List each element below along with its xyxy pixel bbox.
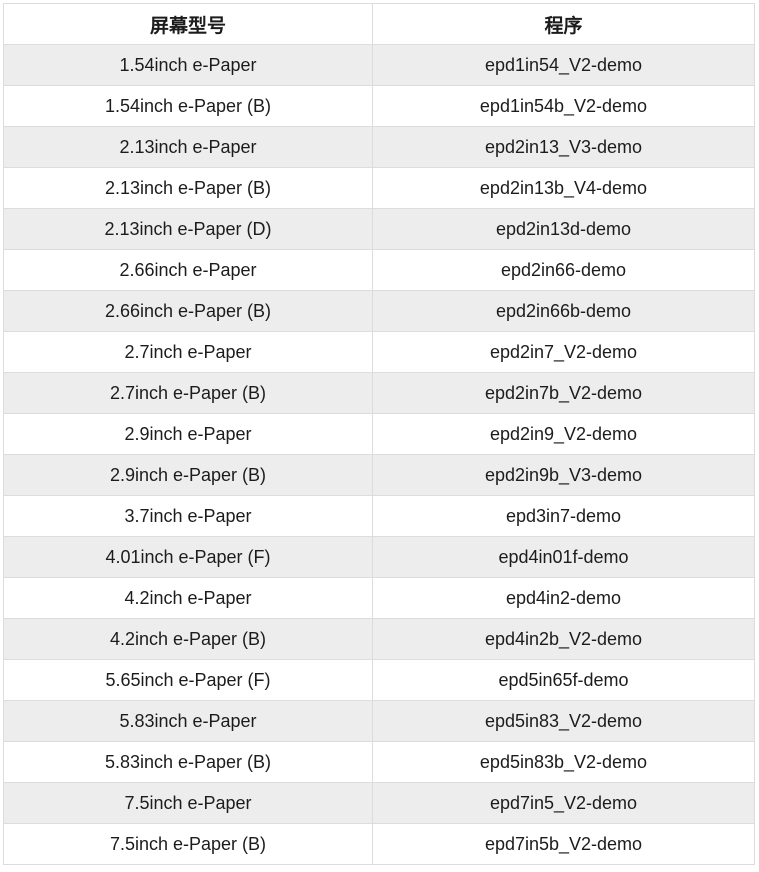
table-row: 2.9inch e-Paper (B) epd2in9b_V3-demo [3,454,755,496]
screen-model-cell: 2.13inch e-Paper (D) [3,208,373,250]
screen-model-cell: 7.5inch e-Paper (B) [3,823,373,865]
program-cell: epd2in7b_V2-demo [372,372,755,414]
program-cell: epd2in13_V3-demo [372,126,755,168]
table-row: 5.83inch e-Paper (B) epd5in83b_V2-demo [3,741,755,783]
column-header-screen-model: 屏幕型号 [3,3,373,45]
table-row: 2.13inch e-Paper (B) epd2in13b_V4-demo [3,167,755,209]
program-cell: epd7in5b_V2-demo [372,823,755,865]
table-row: 4.2inch e-Paper epd4in2-demo [3,577,755,619]
table-row: 2.7inch e-Paper epd2in7_V2-demo [3,331,755,373]
screen-model-cell: 2.9inch e-Paper (B) [3,454,373,496]
table-body: 1.54inch e-Paper epd1in54_V2-demo 1.54inch… [3,44,755,865]
program-cell: epd5in83b_V2-demo [372,741,755,783]
screen-model-cell: 5.65inch e-Paper (F) [3,659,373,701]
program-cell: epd2in7_V2-demo [372,331,755,373]
screen-model-cell: 3.7inch e-Paper [3,495,373,537]
program-cell: epd1in54b_V2-demo [372,85,755,127]
program-cell: epd5in65f-demo [372,659,755,701]
screen-model-cell: 1.54inch e-Paper [3,44,373,86]
table-row: 2.13inch e-Paper epd2in13_V3-demo [3,126,755,168]
program-cell: epd2in9_V2-demo [372,413,755,455]
program-cell: epd3in7-demo [372,495,755,537]
epaper-program-table: 屏幕型号 程序 1.54inch e-Paper epd1in54_V2-demo… [3,3,755,865]
header-row: 屏幕型号 程序 [3,3,755,45]
program-cell: epd2in9b_V3-demo [372,454,755,496]
table-row: 2.9inch e-Paper epd2in9_V2-demo [3,413,755,455]
program-cell: epd5in83_V2-demo [372,700,755,742]
program-cell: epd4in2-demo [372,577,755,619]
table-row: 2.7inch e-Paper (B) epd2in7b_V2-demo [3,372,755,414]
table-row: 1.54inch e-Paper (B) epd1in54b_V2-demo [3,85,755,127]
column-header-program: 程序 [372,3,755,45]
screen-model-cell: 5.83inch e-Paper [3,700,373,742]
screen-model-cell: 4.2inch e-Paper [3,577,373,619]
table-row: 2.66inch e-Paper (B) epd2in66b-demo [3,290,755,332]
screen-model-cell: 7.5inch e-Paper [3,782,373,824]
screen-model-cell: 2.66inch e-Paper (B) [3,290,373,332]
table-row: 2.13inch e-Paper (D) epd2in13d-demo [3,208,755,250]
program-cell: epd7in5_V2-demo [372,782,755,824]
table-row: 7.5inch e-Paper (B) epd7in5b_V2-demo [3,823,755,865]
table-row: 7.5inch e-Paper epd7in5_V2-demo [3,782,755,824]
table-row: 4.01inch e-Paper (F) epd4in01f-demo [3,536,755,578]
program-cell: epd2in66b-demo [372,290,755,332]
screen-model-cell: 2.13inch e-Paper [3,126,373,168]
table-row: 3.7inch e-Paper epd3in7-demo [3,495,755,537]
program-cell: epd1in54_V2-demo [372,44,755,86]
screen-model-cell: 2.9inch e-Paper [3,413,373,455]
screen-model-cell: 2.13inch e-Paper (B) [3,167,373,209]
program-cell: epd2in13b_V4-demo [372,167,755,209]
table-row: 4.2inch e-Paper (B) epd4in2b_V2-demo [3,618,755,660]
table-row: 5.65inch e-Paper (F) epd5in65f-demo [3,659,755,701]
program-cell: epd2in66-demo [372,249,755,291]
screen-model-cell: 2.7inch e-Paper [3,331,373,373]
table-row: 2.66inch e-Paper epd2in66-demo [3,249,755,291]
screen-model-cell: 5.83inch e-Paper (B) [3,741,373,783]
table-row: 5.83inch e-Paper epd5in83_V2-demo [3,700,755,742]
screen-model-cell: 1.54inch e-Paper (B) [3,85,373,127]
screen-model-cell: 4.01inch e-Paper (F) [3,536,373,578]
screen-model-cell: 4.2inch e-Paper (B) [3,618,373,660]
program-cell: epd4in2b_V2-demo [372,618,755,660]
table-row: 1.54inch e-Paper epd1in54_V2-demo [3,44,755,86]
screen-model-cell: 2.66inch e-Paper [3,249,373,291]
program-cell: epd4in01f-demo [372,536,755,578]
program-cell: epd2in13d-demo [372,208,755,250]
screen-model-cell: 2.7inch e-Paper (B) [3,372,373,414]
